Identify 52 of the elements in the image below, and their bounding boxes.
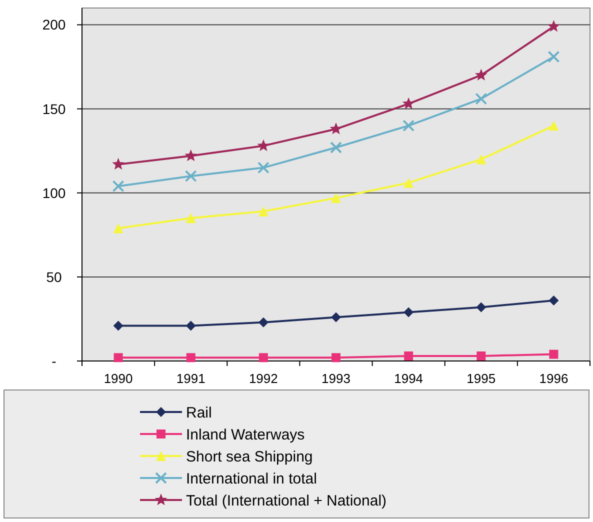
legend-label: Inland Waterways — [186, 426, 305, 444]
point — [330, 142, 342, 154]
point — [112, 158, 124, 170]
y-tick-label: 50 — [46, 268, 62, 285]
point — [258, 317, 268, 328]
point — [113, 320, 124, 331]
point — [184, 149, 198, 162]
point — [475, 92, 488, 105]
x-tick-label: 1990 — [104, 371, 133, 386]
point — [258, 353, 268, 362]
point — [402, 120, 415, 132]
point — [474, 68, 488, 80]
point — [112, 180, 124, 192]
y-tick-label: 100 — [42, 184, 66, 201]
point — [257, 139, 270, 152]
point — [186, 353, 196, 362]
point — [184, 170, 197, 182]
point — [330, 122, 342, 134]
point — [548, 20, 560, 32]
legend-label: Short sea Shipping — [186, 448, 313, 466]
point — [476, 302, 486, 312]
point — [404, 351, 414, 360]
x-tick-label: 1992 — [248, 371, 278, 386]
point — [331, 192, 341, 203]
point — [404, 178, 414, 188]
point — [404, 307, 414, 318]
point — [476, 154, 486, 164]
x-tick-label: 1991 — [176, 371, 206, 386]
point — [548, 120, 559, 131]
point — [332, 353, 340, 362]
point — [114, 353, 123, 362]
point — [258, 206, 268, 216]
point — [549, 350, 558, 359]
x-tick-label: 1995 — [466, 371, 496, 386]
legend-label: Total (International + National) — [186, 492, 387, 510]
point — [186, 320, 196, 331]
point — [113, 223, 124, 234]
point — [548, 295, 559, 306]
point — [257, 162, 270, 174]
point — [402, 97, 415, 110]
y-tick-label: 150 — [42, 100, 66, 117]
point — [548, 50, 560, 63]
x-tick-label: 1993 — [322, 371, 350, 386]
y-tick-label: - — [52, 352, 57, 369]
point — [186, 213, 196, 224]
point — [476, 351, 486, 360]
legend-label: Rail — [186, 404, 212, 422]
point — [331, 312, 341, 322]
legend-label: International in total — [186, 470, 317, 488]
x-tick-label: 1994 — [394, 371, 424, 386]
x-tick-label: 1996 — [539, 371, 568, 386]
y-tick-label: 200 — [42, 16, 66, 33]
